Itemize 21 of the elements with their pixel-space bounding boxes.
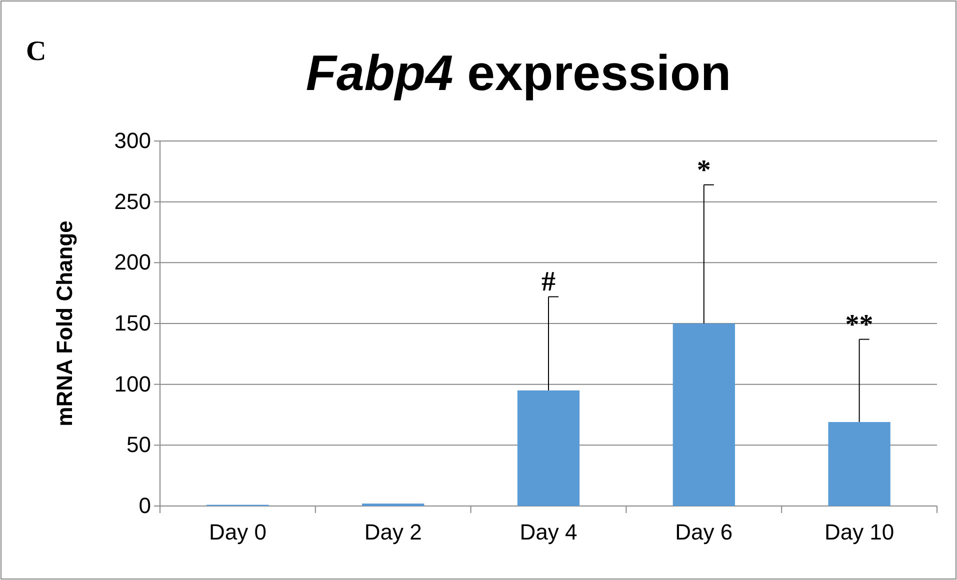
bar (672, 324, 735, 506)
y-tick-label: 0 (138, 493, 151, 518)
y-tick-label: 50 (126, 432, 151, 458)
text: C (26, 36, 46, 67)
chart-title: Fabp4 expression (306, 45, 732, 101)
y-tick-label: 200 (114, 250, 151, 275)
x-tick-label: Day 10 (824, 520, 894, 545)
x-tick-label: Day 2 (364, 520, 422, 545)
annotation: # (542, 266, 556, 298)
y-tick-label: 300 (114, 128, 151, 154)
annotation: ** (845, 309, 874, 340)
y-tick-label: 250 (114, 188, 151, 214)
y-tick-label: 100 (114, 371, 151, 396)
x-tick-label: Day 0 (208, 520, 266, 545)
annotation: * (696, 154, 711, 186)
y-axis-title: mRNA Fold Change (52, 220, 77, 426)
x-tick-label: Day 6 (675, 520, 733, 545)
bar (828, 422, 890, 506)
y-tick-label: 150 (114, 310, 151, 336)
x-tick-label: Day 4 (520, 520, 578, 545)
bar (517, 390, 580, 506)
